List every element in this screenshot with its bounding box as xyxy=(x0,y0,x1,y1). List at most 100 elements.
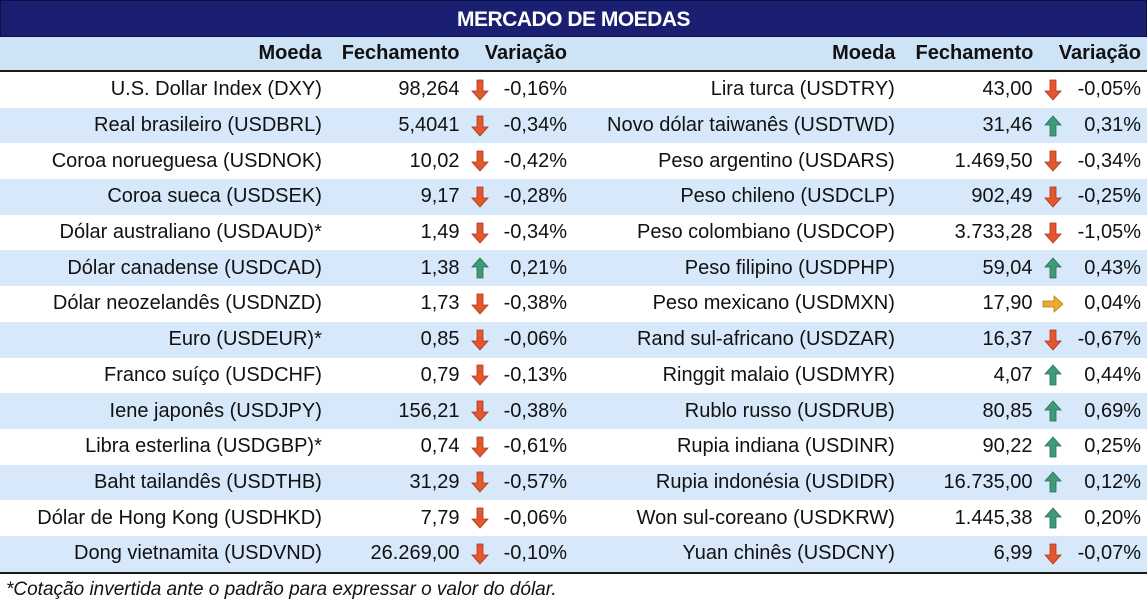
table-row: Rupia indonésia (USDIDR) 16.735,00 0,12% xyxy=(573,464,1147,501)
currency-name: Dólar canadense (USDCAD) xyxy=(67,256,322,279)
change-value: -0,10% xyxy=(503,542,568,565)
arrow-down-icon xyxy=(468,115,493,137)
table-row: Peso mexicano (USDMXN) 17,90 0,04% xyxy=(573,286,1147,322)
currency-name: Libra esterlina (USDGBP)* xyxy=(85,435,322,458)
change-value: -0,67% xyxy=(1077,328,1141,351)
header-close: Fechamento xyxy=(341,42,460,64)
currency-name: Real brasileiro (USDBRL) xyxy=(94,114,322,137)
closing-value: 31,29 xyxy=(409,470,460,493)
table-row: Dólar australiano (USDAUD)* 1,49 -0,34% xyxy=(0,215,573,251)
table-row: Won sul-coreano (USDKRW) 1.445,38 0,20% xyxy=(573,500,1147,536)
table-row: Peso colombiano (USDCOP) 3.733,28 -1,05% xyxy=(573,215,1147,251)
table-row: U.S. Dollar Index (DXY) 98,264 -0,16% xyxy=(0,72,573,108)
currency-name: U.S. Dollar Index (DXY) xyxy=(110,78,322,101)
currency-name: Rand sul-africano (USDZAR) xyxy=(637,328,895,351)
table-row: Rupia indiana (USDINR) 90,22 0,25% xyxy=(573,429,1147,465)
closing-value: 80,85 xyxy=(982,399,1033,422)
table-row: Peso filipino (USDPHP) 59,04 0,43% xyxy=(573,250,1147,287)
change-value: -0,13% xyxy=(503,363,568,386)
closing-value: 1,49 xyxy=(420,221,460,244)
currency-tables: Moeda Fechamento Variação U.S. Dollar In… xyxy=(0,37,1147,572)
currency-name: Peso argentino (USDARS) xyxy=(658,149,895,172)
arrow-down-icon xyxy=(468,150,493,172)
currency-name: Rublo russo (USDRUB) xyxy=(684,399,895,422)
change-value: 0,12% xyxy=(1084,470,1141,493)
closing-value: 0,85 xyxy=(420,328,460,351)
closing-value: 1,38 xyxy=(420,256,460,279)
currency-name: Rupia indonésia (USDIDR) xyxy=(655,470,895,493)
arrow-up-icon xyxy=(1041,471,1066,493)
footnote: *Cotação invertida ante o padrão para ex… xyxy=(0,571,1147,608)
table-row: Lira turca (USDTRY) 43,00 -0,05% xyxy=(573,72,1147,108)
closing-value: 9,17 xyxy=(420,185,460,208)
currency-name: Yuan chinês (USDCNY) xyxy=(682,542,895,565)
currency-name: Dong vietnamita (USDVND) xyxy=(74,542,322,565)
change-value: -0,34% xyxy=(503,114,568,137)
change-value: -0,07% xyxy=(1077,542,1141,565)
table-row: Rand sul-africano (USDZAR) 16,37 -0,67% xyxy=(573,321,1147,358)
change-value: -0,42% xyxy=(503,149,568,172)
change-value: -0,38% xyxy=(503,292,568,315)
closing-value: 59,04 xyxy=(982,256,1033,279)
closing-value: 17,90 xyxy=(982,292,1033,315)
arrow-up-icon xyxy=(1041,114,1066,137)
arrow-down-icon xyxy=(468,543,493,565)
currency-name: Won sul-coreano (USDKRW) xyxy=(636,506,895,529)
table-row: Peso argentino (USDARS) 1.469,50 -0,34% xyxy=(573,143,1147,179)
arrow-down-icon xyxy=(468,436,493,458)
table-row: Coroa sueca (USDSEK) 9,17 -0,28% xyxy=(0,179,573,215)
arrow-down-icon xyxy=(468,79,493,101)
table-row: Rublo russo (USDRUB) 80,85 0,69% xyxy=(573,393,1147,429)
right-table-header: Moeda Fechamento Variação xyxy=(573,37,1147,72)
arrow-right-icon xyxy=(1041,295,1066,313)
arrow-down-icon xyxy=(468,471,493,494)
change-value: -1,05% xyxy=(1077,221,1141,244)
table-row: Peso chileno (USDCLP) 902,49 -0,25% xyxy=(573,179,1147,215)
table-row: Real brasileiro (USDBRL) 5,4041 -0,34% xyxy=(0,107,573,144)
closing-value: 0,79 xyxy=(420,363,460,386)
currency-name: Euro (USDEUR)* xyxy=(168,328,322,351)
change-value: -0,34% xyxy=(1077,149,1141,172)
arrow-down-icon xyxy=(1041,79,1066,101)
table-row: Coroa norueguesa (USDNOK) 10,02 -0,42% xyxy=(0,143,573,179)
arrow-down-icon xyxy=(1041,222,1066,244)
arrow-up-icon xyxy=(1041,507,1066,529)
currency-name: Baht tailandês (USDTHB) xyxy=(93,470,322,493)
change-value: -0,06% xyxy=(503,328,568,351)
currency-name: Dólar de Hong Kong (USDHKD) xyxy=(37,506,322,529)
currency-name: Ringgit malaio (USDMYR) xyxy=(662,363,895,386)
change-value: -0,38% xyxy=(503,399,568,422)
right-table: Moeda Fechamento Variação Lira turca (US… xyxy=(573,37,1147,572)
arrow-down-icon xyxy=(1041,329,1066,351)
closing-value: 98,264 xyxy=(398,78,460,101)
table-row: Libra esterlina (USDGBP)* 0,74 -0,61% xyxy=(0,429,573,465)
closing-value: 16.735,00 xyxy=(943,470,1033,493)
arrow-down-icon xyxy=(468,329,493,351)
arrow-down-icon xyxy=(468,186,493,208)
arrow-up-icon xyxy=(1041,364,1066,386)
closing-value: 7,79 xyxy=(420,506,460,529)
arrow-down-icon xyxy=(468,400,493,422)
page-title: MERCADO DE MOEDAS xyxy=(0,0,1147,37)
change-value: 0,21% xyxy=(510,256,568,279)
currency-name: Coroa norueguesa (USDNOK) xyxy=(51,149,322,172)
closing-value: 26.269,00 xyxy=(370,542,460,565)
closing-value: 90,22 xyxy=(982,435,1033,458)
change-value: 0,43% xyxy=(1084,256,1141,279)
arrow-up-icon xyxy=(468,257,493,279)
table-row: Yuan chinês (USDCNY) 6,99 -0,07% xyxy=(573,535,1147,572)
closing-value: 0,74 xyxy=(420,435,460,458)
arrow-down-icon xyxy=(468,364,493,386)
closing-value: 43,00 xyxy=(982,78,1033,101)
currency-name: Peso chileno (USDCLP) xyxy=(680,185,895,208)
change-value: -0,57% xyxy=(503,470,568,493)
closing-value: 4,07 xyxy=(993,363,1033,386)
change-value: -0,16% xyxy=(503,78,568,101)
currency-name: Franco suíço (USDCHF) xyxy=(104,363,322,386)
table-row: Franco suíço (USDCHF) 0,79 -0,13% xyxy=(0,358,573,394)
arrow-up-icon xyxy=(1041,257,1066,279)
arrow-down-icon xyxy=(1041,543,1066,565)
table-row: Baht tailandês (USDTHB) 31,29 -0,57% xyxy=(0,464,573,501)
change-value: -0,28% xyxy=(503,185,568,208)
left-table-body: U.S. Dollar Index (DXY) 98,264 -0,16% Real … xyxy=(0,72,573,572)
